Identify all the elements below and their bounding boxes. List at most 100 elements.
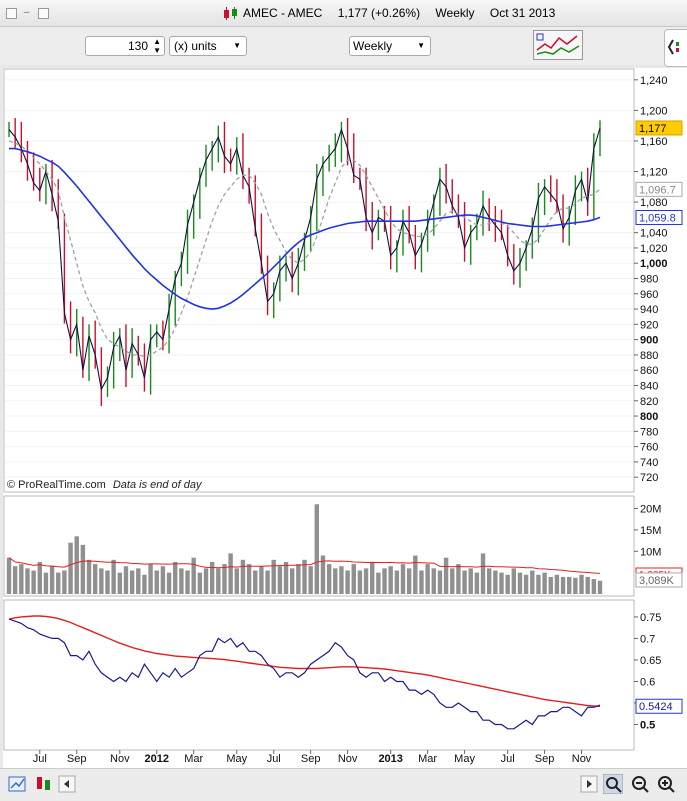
- zoom-in-icon[interactable]: [656, 774, 676, 794]
- price-tick-label: 800: [640, 411, 658, 423]
- units-type-select[interactable]: (x) units ▼: [169, 36, 247, 56]
- price-tick-label: 740: [640, 457, 658, 469]
- volume-bar: [438, 571, 442, 595]
- price-panel[interactable]: [4, 69, 634, 492]
- volume-bar: [388, 566, 392, 594]
- volume-bar: [345, 571, 349, 595]
- volume-bar: [241, 560, 245, 594]
- volume-bar: [185, 571, 189, 595]
- volume-bar: [148, 564, 152, 594]
- x-tick-label: Jul: [33, 753, 47, 765]
- price-tick-label: 880: [640, 350, 658, 362]
- volume-bar: [228, 553, 232, 594]
- volume-bar: [407, 568, 411, 594]
- last-price-label: 1,177: [639, 123, 667, 135]
- oscillator-value-label: 0.5424: [639, 701, 673, 713]
- volume-bar: [567, 577, 571, 594]
- volume-bar: [475, 573, 479, 594]
- volume-bar: [542, 573, 546, 594]
- price-tick-label: 760: [640, 442, 658, 454]
- volume-bar: [487, 568, 491, 594]
- volume-bar: [585, 577, 589, 594]
- scroll-right-icon[interactable]: [580, 775, 600, 795]
- zoom-fit-icon[interactable]: [603, 774, 623, 794]
- units-count-stepper[interactable]: 130 ▲ ▼: [85, 36, 165, 56]
- volume-bar: [493, 571, 497, 595]
- volume-tick-label: 20M: [640, 504, 661, 516]
- volume-bar: [536, 575, 540, 594]
- x-tick-label: Jul: [267, 753, 281, 765]
- volume-bar: [198, 573, 202, 594]
- price-tick-label: 1,000: [640, 258, 668, 270]
- compare-chart-icon[interactable]: [34, 774, 54, 794]
- price-tick-label: 920: [640, 319, 658, 331]
- x-tick-label: Mar: [418, 753, 437, 765]
- volume-bar: [210, 562, 214, 594]
- timeframe-select[interactable]: Weekly ▼: [349, 36, 431, 56]
- volume-bar: [296, 564, 300, 594]
- volume-bar: [68, 543, 72, 594]
- x-tick-label: 2012: [145, 753, 169, 765]
- close-window-button[interactable]: [6, 8, 17, 19]
- x-tick-label: May: [226, 753, 247, 765]
- volume-bar: [38, 562, 42, 594]
- volume-bar: [278, 566, 282, 594]
- volume-bar: [142, 575, 146, 594]
- price-tick-label: 1,040: [640, 228, 668, 240]
- volume-bar: [358, 571, 362, 595]
- scroll-left-icon[interactable]: [58, 775, 78, 795]
- volume-bar: [444, 558, 448, 594]
- volume-bar: [505, 575, 509, 594]
- volume-tick-label: 15M: [640, 525, 661, 537]
- volume-tick-label: 10M: [640, 546, 661, 558]
- oscillator-tick-label: 0.75: [640, 612, 661, 624]
- maximize-window-button[interactable]: [38, 8, 49, 19]
- units-count-value: 130: [128, 39, 148, 53]
- minimize-window-button[interactable]: –: [22, 8, 31, 17]
- volume-bar: [481, 553, 485, 594]
- x-tick-label: Nov: [110, 753, 130, 765]
- price-tick-label: 1,160: [640, 136, 668, 148]
- price-tick-label: 860: [640, 365, 658, 377]
- volume-bar: [382, 568, 386, 594]
- price-tick-label: 1,120: [640, 167, 668, 179]
- volume-bar: [259, 566, 263, 594]
- volume-bar: [216, 568, 220, 594]
- volume-last-label: 3,089K: [639, 575, 675, 587]
- price-tick-label: 840: [640, 380, 658, 392]
- volume-bar: [25, 568, 29, 594]
- chevron-down-icon: ▼: [233, 37, 241, 55]
- window-titlebar: – AMEC - AMEC 1,177 (+0.26%) Weekly Oct …: [0, 0, 687, 27]
- volume-bar: [413, 556, 417, 594]
- x-tick-label: Nov: [572, 753, 592, 765]
- volume-bar: [462, 571, 466, 595]
- indicators-chart-icon[interactable]: [533, 30, 583, 60]
- volume-bar: [50, 566, 54, 594]
- oscillator-tick-label: 0.5: [640, 719, 655, 731]
- volume-bar: [105, 571, 109, 595]
- volume-bar: [549, 577, 553, 594]
- volume-bar: [272, 560, 276, 594]
- chart-area[interactable]: 1,240 1,200 1,160 1,120 1,080 1,040 1,020 1,000…: [3, 68, 687, 768]
- stepper-arrows-icon[interactable]: ▲ ▼: [153, 37, 161, 55]
- volume-bar: [81, 545, 85, 594]
- chart-toolbar: 130 ▲ ▼ (x) units ▼ Weekly ▼: [0, 27, 687, 65]
- title-symbol: AMEC - AMEC: [243, 6, 322, 20]
- volume-bar: [136, 568, 140, 594]
- x-tick-label: Sep: [301, 753, 321, 765]
- chart-type-icon[interactable]: [8, 774, 28, 794]
- zoom-out-icon[interactable]: [630, 774, 650, 794]
- side-panel-toggle-button[interactable]: [664, 29, 687, 67]
- x-tick-label: Mar: [184, 753, 203, 765]
- volume-bar: [19, 564, 23, 594]
- volume-bar: [111, 560, 115, 594]
- side-panel-icon: [665, 30, 685, 64]
- price-tick-label: 1,240: [640, 75, 668, 87]
- volume-bar: [290, 568, 294, 594]
- fast-ma-value-label: 1,096.7: [639, 184, 676, 196]
- price-tick-label: 1,080: [640, 197, 668, 209]
- stochastic-panel[interactable]: [4, 600, 634, 750]
- chart-svg[interactable]: 1,240 1,200 1,160 1,120 1,080 1,040 1,020 1,000…: [3, 68, 687, 768]
- x-tick-label: Sep: [67, 753, 87, 765]
- volume-bar: [235, 568, 239, 594]
